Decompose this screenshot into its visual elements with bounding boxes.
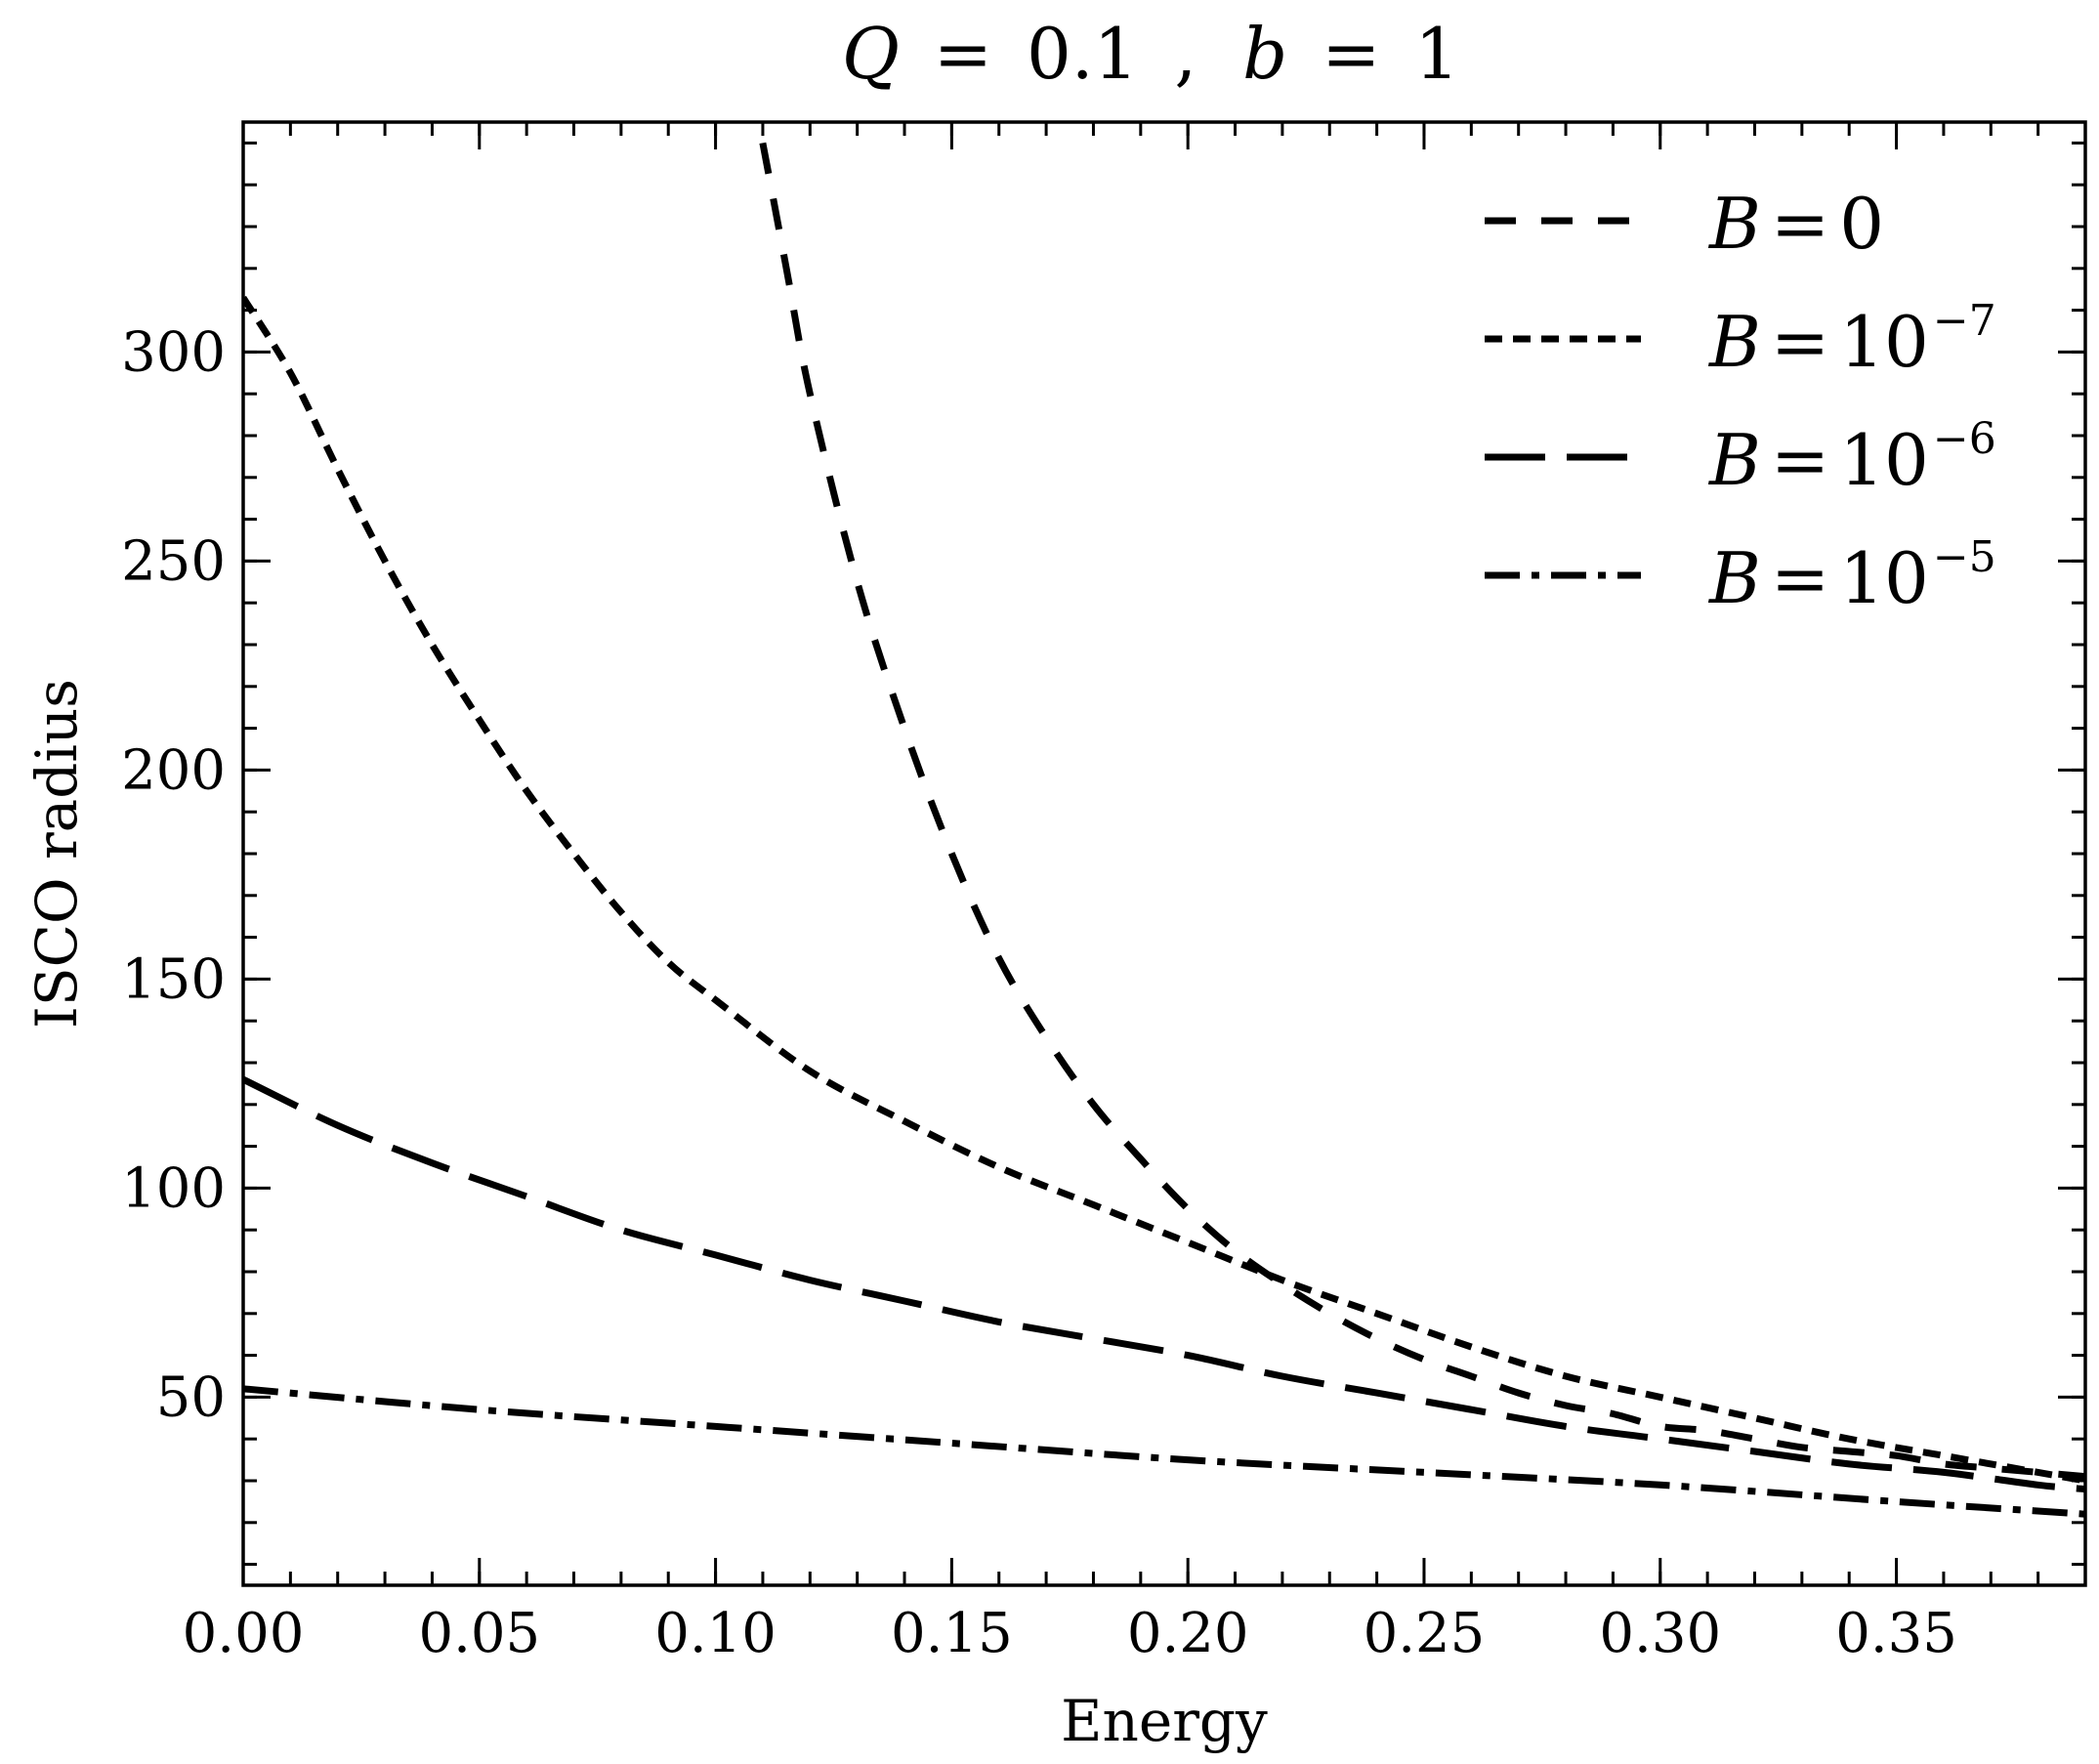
title-eq-2: = [1322, 13, 1380, 95]
x-tick-label: 0.25 [1364, 1602, 1486, 1665]
legend-label-2: B = 10−7 [1707, 296, 1996, 383]
y-tick-label: 300 [121, 320, 226, 384]
title-q-value: 0.1 [1027, 13, 1139, 95]
series-line-2 [243, 295, 2085, 1485]
y-tick-label: 50 [156, 1365, 226, 1429]
x-tick-label: 0.10 [654, 1602, 777, 1665]
y-tick-label: 100 [121, 1156, 226, 1220]
x-tick-label: 0.00 [183, 1602, 305, 1665]
y-tick-label: 250 [121, 529, 226, 593]
x-axis-label: Energy [1061, 1688, 1268, 1754]
y-axis-label: ISCO radius [23, 679, 90, 1029]
chart-title: Q = 0.1 , b = 1 [842, 13, 1459, 95]
legend-label-1: B = 0 [1707, 183, 1884, 265]
x-tick-label: 0.30 [1599, 1602, 1721, 1665]
y-tick-label: 200 [121, 738, 226, 802]
series-line-3 [243, 1075, 2085, 1493]
x-tick-label: 0.35 [1835, 1602, 1957, 1665]
x-tick-label: 0.15 [891, 1602, 1013, 1665]
title-comma: , [1174, 13, 1196, 95]
series-line-4 [243, 1385, 2085, 1518]
title-b-symbol: b [1242, 13, 1287, 95]
legend-label-3: B = 10−6 [1707, 414, 1996, 501]
axis-tick-labels: 0.00 0.05 0.10 0.15 0.20 0.25 0.30 0.35 50 100 150… [121, 320, 1957, 1665]
legend: B = 0 B = 10−7 B = 10−6 B = 10−5 [1485, 183, 1996, 619]
x-tick-label: 0.20 [1127, 1602, 1249, 1665]
y-tick-label: 150 [121, 947, 226, 1011]
title-eq-1: = [934, 13, 992, 95]
series-lines [243, 142, 2085, 1518]
legend-label-4: B = 10−5 [1707, 532, 1996, 619]
x-tick-label: 0.05 [418, 1602, 540, 1665]
title-b-value: 1 [1414, 13, 1459, 95]
title-q-symbol: Q [842, 13, 900, 95]
